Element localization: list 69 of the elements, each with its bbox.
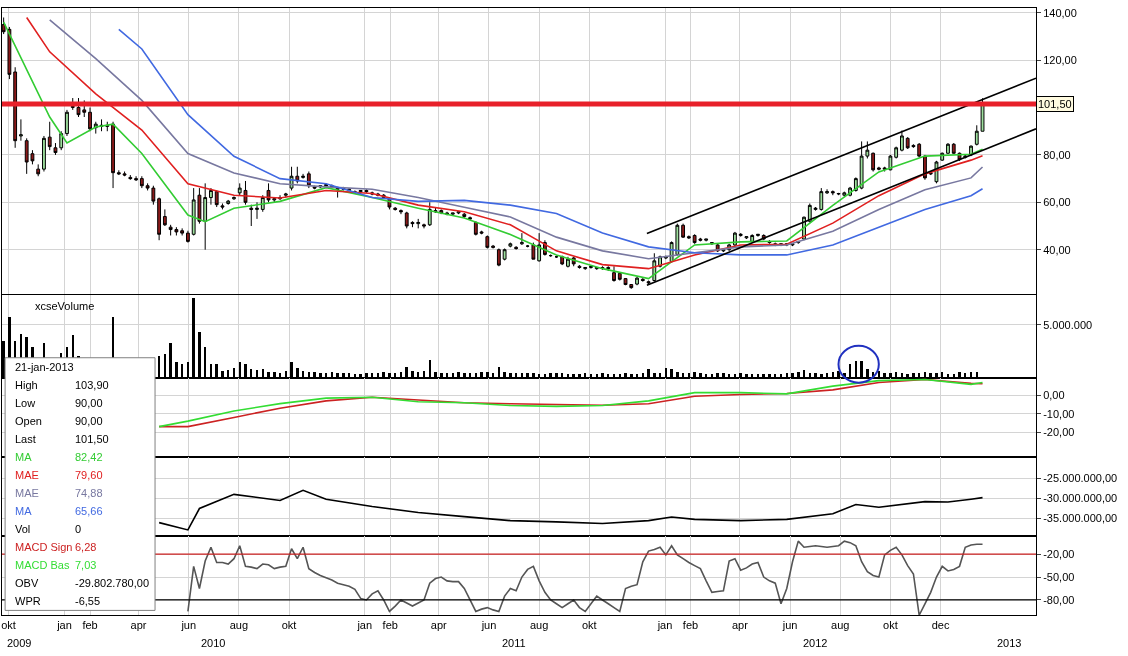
x-tick-label: okt	[281, 619, 297, 632]
x-tick-label: feb	[682, 619, 699, 632]
x2-tick-label: 2012	[803, 637, 828, 649]
x-tick-label: dec	[931, 619, 950, 632]
annotation: -6,55	[75, 595, 101, 607]
y-tick-label: 60,00	[1043, 196, 1071, 209]
y-tick-label: 120,00	[1043, 53, 1077, 66]
annotation: 79,60	[75, 469, 103, 481]
annotation: Last	[15, 433, 36, 445]
x-tick-label: okt	[581, 619, 597, 632]
x2-tick-label: 2009	[7, 637, 32, 649]
annotation: MAE	[15, 469, 39, 481]
y-tick-label: -35.000.000,00	[1043, 512, 1118, 525]
annotation: MAE	[15, 487, 39, 499]
x2-tick-label: 2013	[997, 637, 1022, 649]
y-tick-label: -10,00	[1043, 407, 1075, 420]
x-tick-label: jun	[180, 619, 197, 632]
x-tick-label: okt	[883, 619, 898, 632]
x-tick-label: jan	[356, 619, 373, 632]
x-tick-label: feb	[382, 619, 398, 632]
y-tick-label: 140,00	[1043, 6, 1077, 19]
annotation: 0	[75, 523, 82, 535]
x-tick-label: jun	[781, 619, 798, 632]
x-tick-label: apr	[130, 619, 147, 632]
annotation: Open	[15, 415, 42, 427]
annotation: 7,03	[75, 559, 97, 571]
annotation: High	[15, 379, 38, 391]
x2-tick-label: 2010	[201, 637, 226, 649]
x-tick-label: jun	[480, 619, 497, 632]
annotation: 6,28	[75, 541, 97, 553]
annotation: MA	[15, 505, 33, 517]
annotation: MA	[15, 451, 33, 463]
annotation: Vol	[15, 523, 31, 535]
y-tick-label: -30.000.000,00	[1043, 492, 1118, 505]
x-tick-label: aug	[529, 619, 549, 632]
annotation: 90,00	[75, 397, 103, 409]
annotation: WPR	[15, 595, 41, 607]
annotation: -29.802.780,00	[75, 577, 150, 589]
y-tick-label: 80,00	[1043, 148, 1071, 161]
annotation: Low	[15, 397, 36, 409]
x-tick-label: apr	[430, 619, 448, 632]
annotation: 21-jan-2013	[15, 361, 74, 373]
ref-line-label: 101,50	[1038, 98, 1072, 110]
annotation: 82,42	[75, 451, 103, 463]
x-tick-label: aug	[831, 619, 850, 632]
y-tick-label: -50,00	[1043, 570, 1075, 583]
x-tick-label: aug	[229, 619, 249, 632]
annotation: 101,50	[75, 433, 109, 445]
x2-tick-label: 2011	[502, 637, 526, 649]
x-tick-label: apr	[731, 619, 749, 632]
y-tick-label: 0,00	[1043, 389, 1065, 402]
x-tick-label: jan	[56, 619, 72, 632]
annotation: MACD Bas	[15, 559, 70, 571]
annotation: OBV	[15, 577, 39, 589]
y-tick-label: 40,00	[1043, 243, 1071, 256]
x-tick-label: feb	[82, 619, 98, 632]
annotation: 65,66	[75, 505, 103, 517]
annotation: 103,90	[75, 379, 109, 391]
y-tick-label: -20,00	[1043, 547, 1075, 560]
x-tick-label: okt	[1, 619, 16, 632]
y-tick-label: 5.000.000	[1043, 318, 1093, 331]
y-tick-label: -25.000.000,00	[1043, 472, 1118, 485]
y-tick-label: -80,00	[1043, 593, 1075, 606]
annotation: xcseVolume	[35, 300, 95, 312]
x-tick-label: jan	[656, 619, 673, 632]
annotation: MACD Sign	[15, 541, 73, 553]
y-tick-label: -20,00	[1043, 425, 1075, 438]
annotation: 90,00	[75, 415, 103, 427]
annotation: 74,88	[75, 487, 103, 499]
